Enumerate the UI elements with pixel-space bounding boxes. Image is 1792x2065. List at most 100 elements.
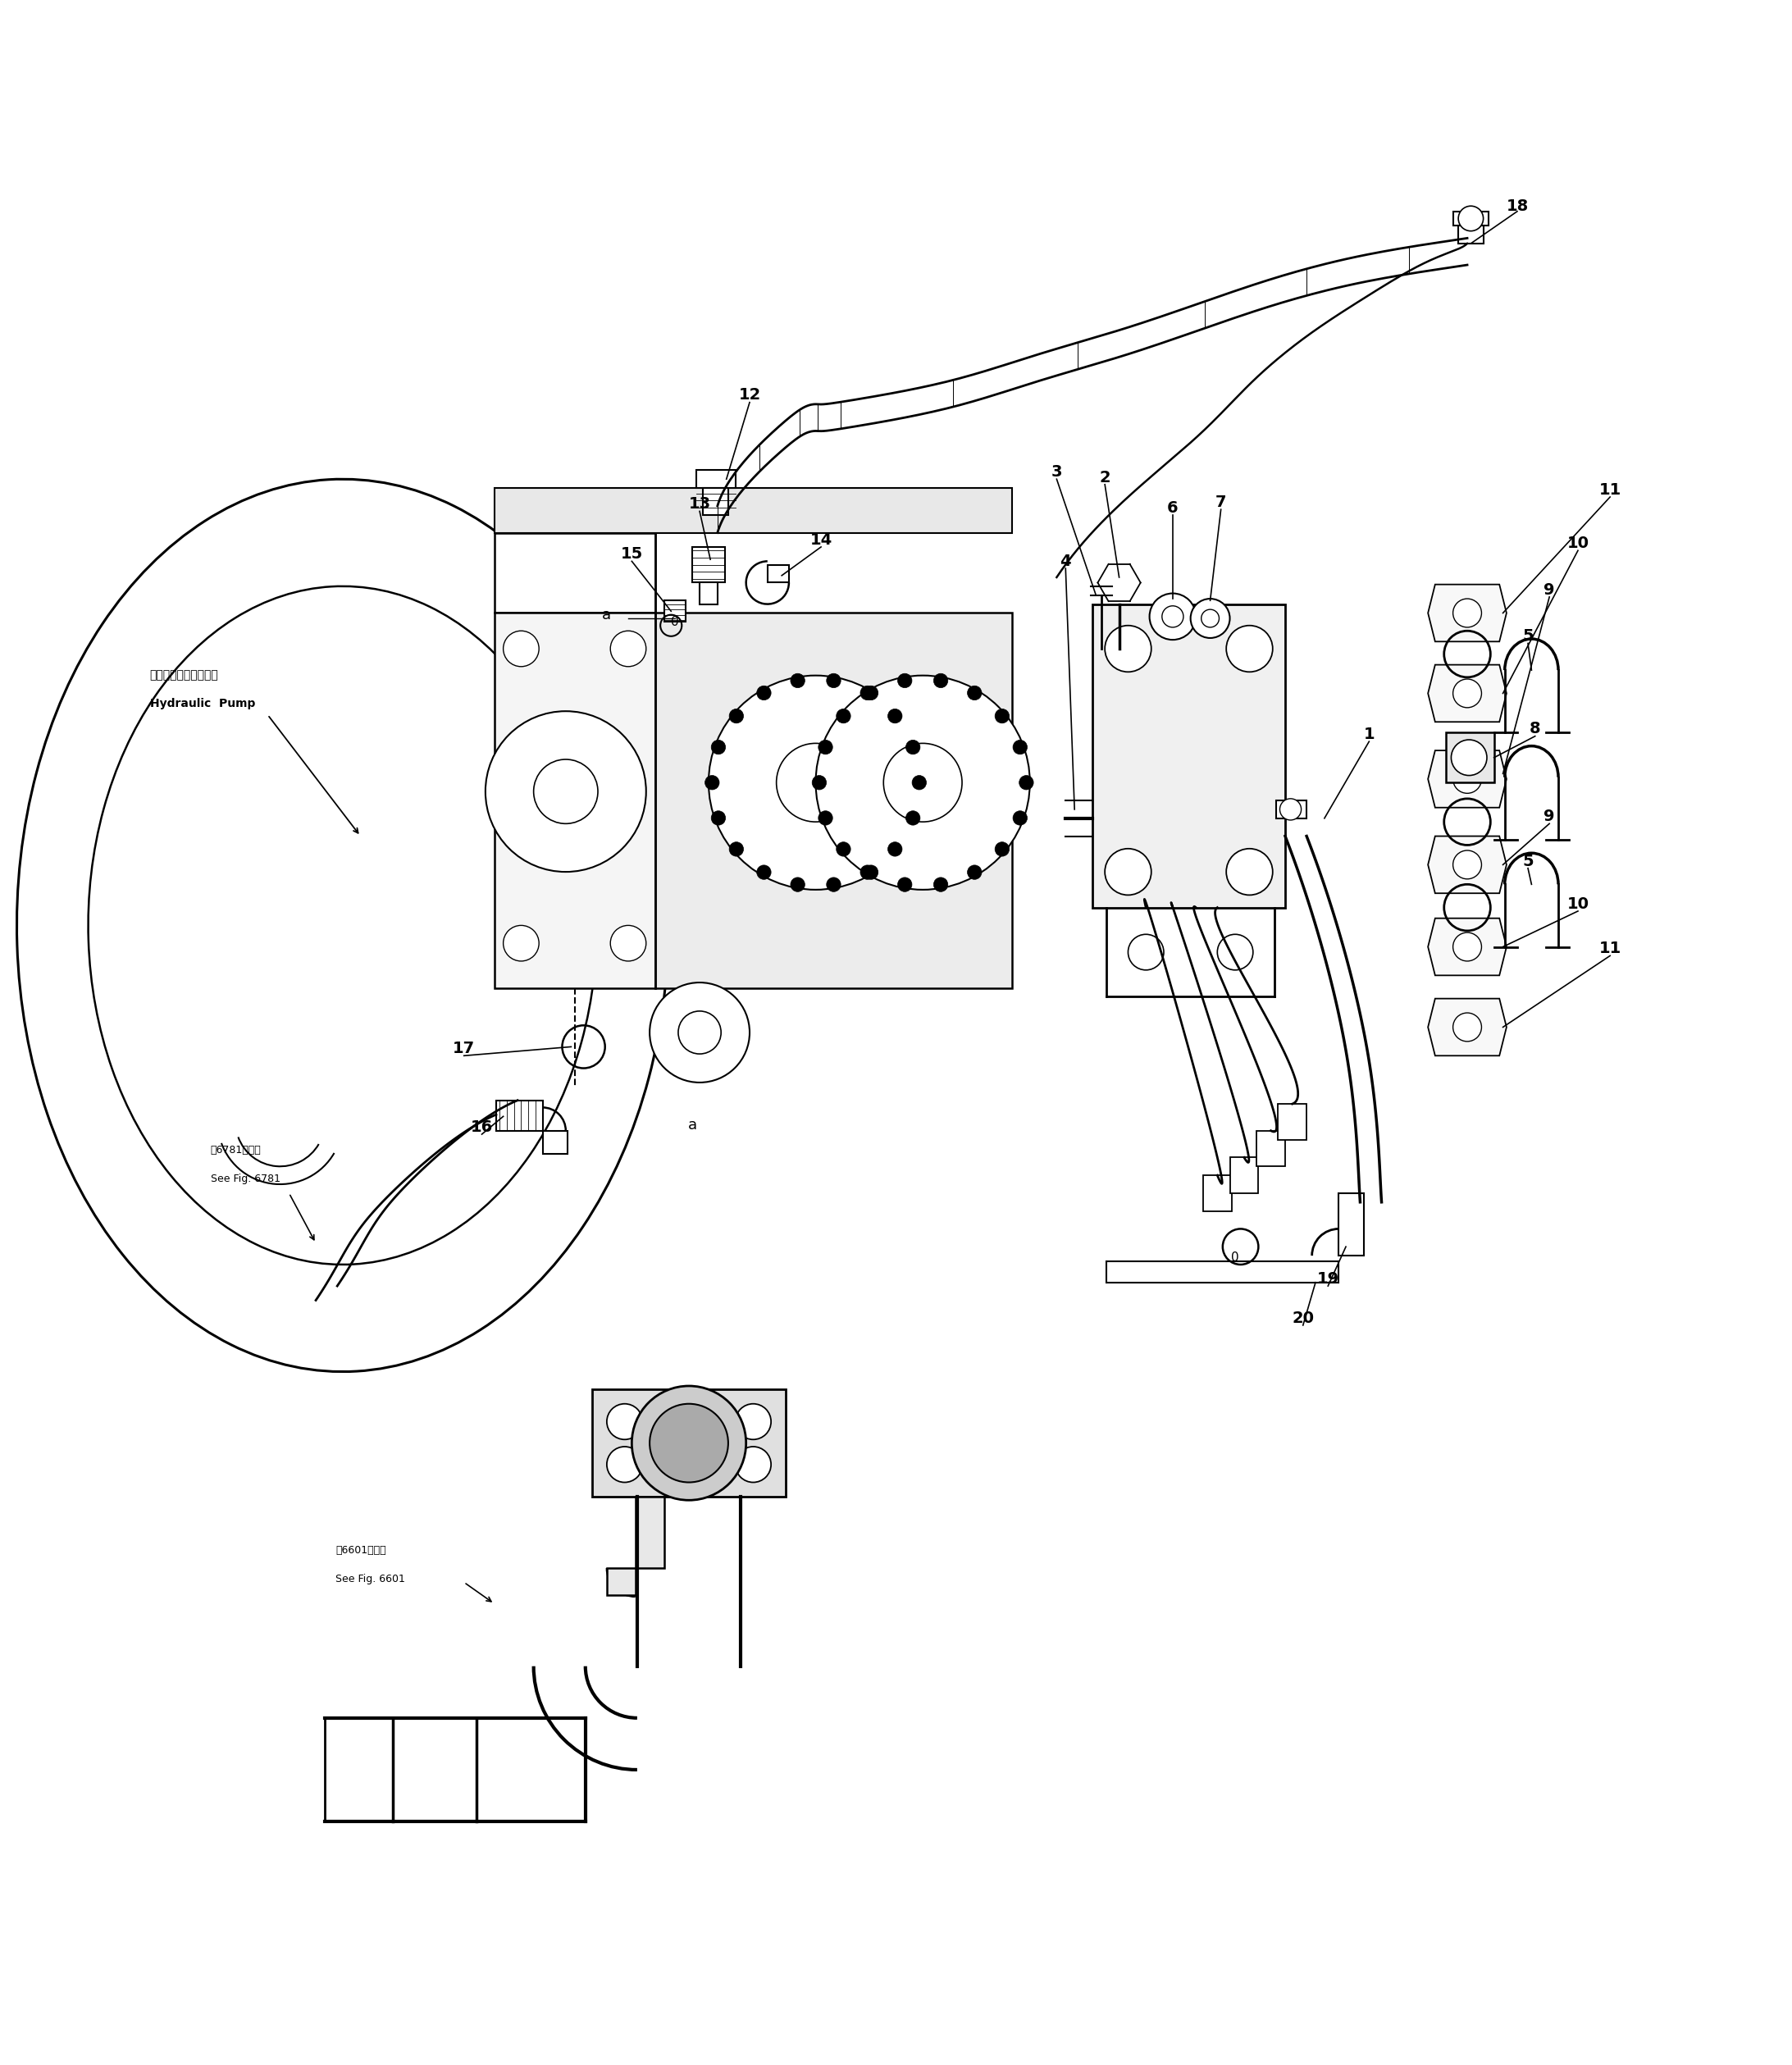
Circle shape	[776, 743, 855, 822]
Polygon shape	[1093, 605, 1285, 907]
Circle shape	[912, 776, 926, 789]
Circle shape	[887, 843, 901, 857]
Circle shape	[1201, 609, 1219, 628]
Text: 7: 7	[1215, 494, 1226, 510]
Circle shape	[898, 878, 912, 892]
Circle shape	[704, 776, 719, 789]
Circle shape	[995, 843, 1009, 857]
Circle shape	[887, 708, 901, 723]
Circle shape	[504, 925, 539, 960]
Text: 10: 10	[1566, 535, 1590, 551]
Circle shape	[756, 865, 771, 880]
Circle shape	[968, 686, 982, 700]
Text: 8: 8	[1530, 721, 1541, 737]
Text: 9: 9	[1545, 582, 1555, 597]
Circle shape	[812, 776, 826, 789]
Polygon shape	[1428, 584, 1507, 642]
Text: ハイドロリックポンプ: ハイドロリックポンプ	[151, 669, 219, 681]
Circle shape	[711, 739, 726, 754]
Circle shape	[1453, 1012, 1482, 1041]
Circle shape	[968, 865, 982, 880]
Polygon shape	[1428, 999, 1507, 1055]
Circle shape	[735, 1448, 771, 1483]
Circle shape	[633, 1386, 745, 1499]
Circle shape	[1453, 764, 1482, 793]
Text: 1: 1	[1364, 727, 1374, 741]
Text: Hydraulic  Pump: Hydraulic Pump	[151, 698, 254, 710]
Polygon shape	[663, 601, 685, 622]
Circle shape	[756, 686, 771, 700]
Circle shape	[790, 673, 805, 688]
Circle shape	[995, 708, 1009, 723]
Circle shape	[860, 686, 874, 700]
Polygon shape	[692, 547, 724, 582]
Circle shape	[607, 1404, 643, 1439]
Circle shape	[504, 632, 539, 667]
Text: 5: 5	[1523, 628, 1534, 644]
Text: 17: 17	[453, 1041, 475, 1057]
Circle shape	[1106, 849, 1150, 894]
Circle shape	[1453, 933, 1482, 960]
Circle shape	[1106, 626, 1150, 671]
Polygon shape	[495, 613, 656, 987]
Circle shape	[898, 673, 912, 688]
Circle shape	[815, 675, 1030, 890]
Text: See Fig. 6601: See Fig. 6601	[335, 1574, 405, 1584]
Circle shape	[1012, 739, 1027, 754]
Circle shape	[790, 878, 805, 892]
Circle shape	[486, 710, 647, 871]
Text: 6: 6	[1167, 500, 1179, 516]
Circle shape	[1453, 679, 1482, 708]
Text: 0: 0	[670, 615, 679, 628]
Polygon shape	[1107, 1262, 1339, 1282]
Text: 10: 10	[1566, 896, 1590, 913]
Polygon shape	[695, 471, 735, 487]
Circle shape	[819, 812, 833, 826]
Circle shape	[611, 925, 647, 960]
Circle shape	[611, 632, 647, 667]
Circle shape	[677, 1012, 720, 1053]
Polygon shape	[1453, 211, 1489, 225]
Text: 19: 19	[1317, 1272, 1339, 1286]
Circle shape	[883, 743, 962, 822]
Text: 13: 13	[688, 496, 711, 512]
Text: 0: 0	[1231, 1251, 1238, 1264]
Circle shape	[837, 843, 851, 857]
Text: a: a	[602, 607, 611, 622]
Circle shape	[826, 878, 840, 892]
Polygon shape	[1446, 733, 1495, 783]
Polygon shape	[1428, 919, 1507, 975]
Circle shape	[1226, 849, 1272, 894]
Circle shape	[1161, 605, 1183, 628]
Circle shape	[534, 760, 599, 824]
Circle shape	[1453, 851, 1482, 880]
Circle shape	[1129, 933, 1163, 971]
Polygon shape	[593, 1390, 785, 1497]
Circle shape	[819, 739, 833, 754]
Circle shape	[650, 983, 749, 1082]
Circle shape	[1217, 933, 1253, 971]
Text: 12: 12	[738, 388, 762, 403]
Circle shape	[905, 739, 919, 754]
Polygon shape	[636, 1497, 663, 1567]
Circle shape	[1012, 812, 1027, 826]
Circle shape	[607, 1448, 643, 1483]
Polygon shape	[656, 613, 1012, 987]
Polygon shape	[1276, 801, 1306, 818]
Circle shape	[708, 675, 923, 890]
Polygon shape	[1459, 225, 1484, 244]
Text: 第6781図参照: 第6781図参照	[210, 1144, 262, 1156]
Polygon shape	[1278, 1105, 1306, 1140]
Circle shape	[711, 812, 726, 826]
Text: 4: 4	[1061, 553, 1072, 570]
Polygon shape	[699, 582, 717, 605]
Text: 5: 5	[1523, 853, 1534, 869]
Circle shape	[1279, 799, 1301, 820]
Circle shape	[905, 812, 919, 826]
Polygon shape	[1256, 1132, 1285, 1167]
Polygon shape	[607, 1567, 636, 1594]
Circle shape	[1459, 207, 1484, 231]
Polygon shape	[495, 533, 656, 613]
Circle shape	[1452, 739, 1487, 776]
Text: a: a	[688, 1117, 697, 1134]
